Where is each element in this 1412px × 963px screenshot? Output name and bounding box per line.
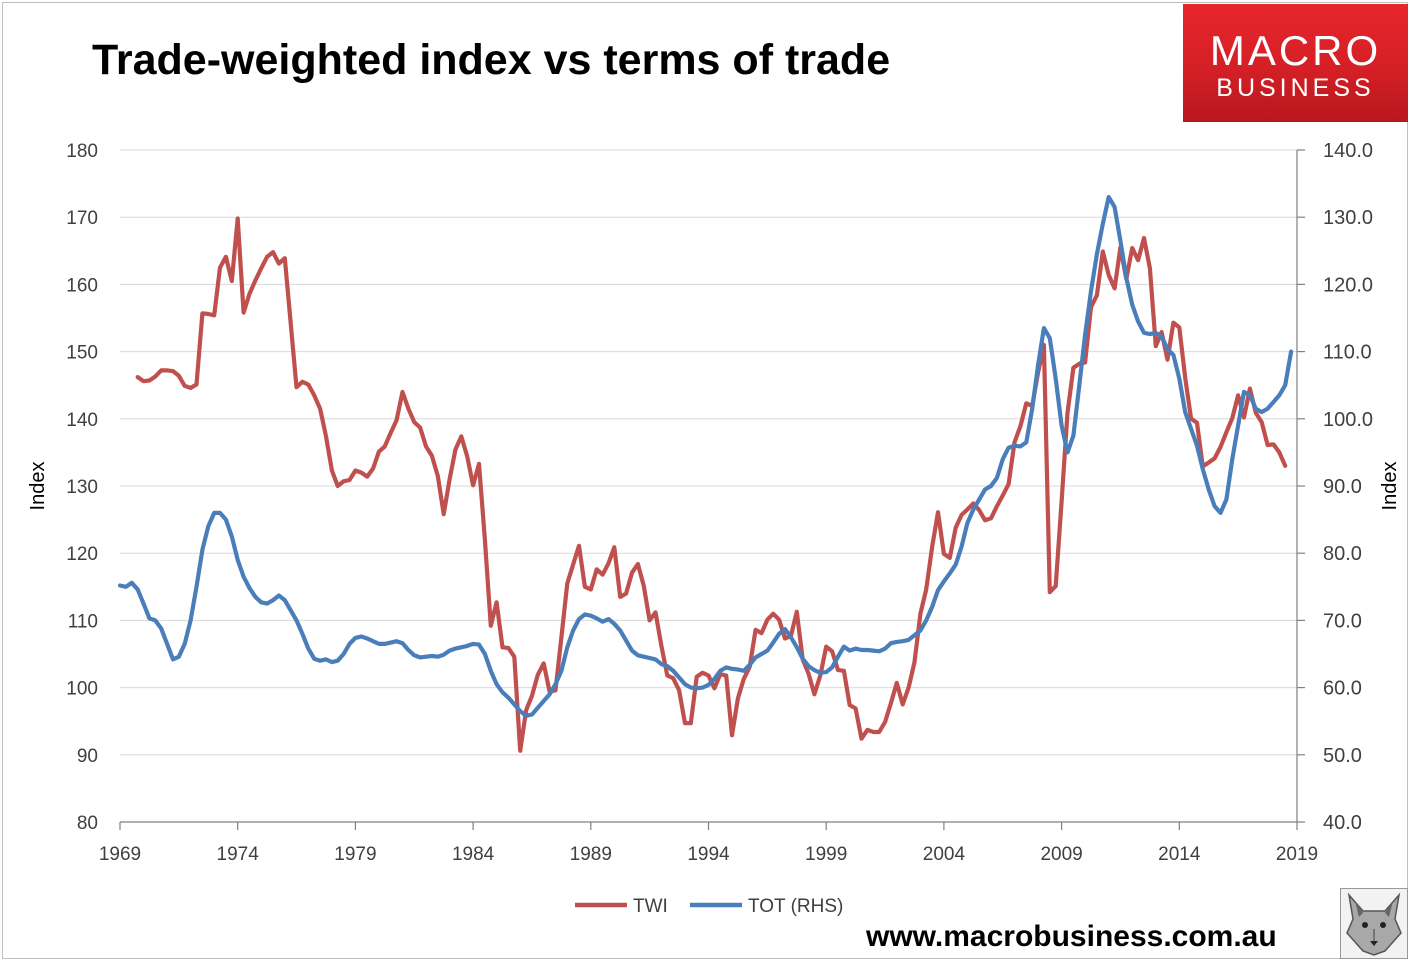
y-axis-label-right: Index	[1379, 462, 1401, 511]
y-tick-label: 90	[77, 746, 98, 767]
y-tick-label: 150	[66, 343, 98, 364]
y2-tick-label: 60.0	[1323, 678, 1362, 700]
legend: TWI TOT (RHS)	[575, 896, 843, 917]
axes: 80 90 100 110 120 130 140 150 160 170 180 40.0 50.0 6…	[66, 140, 1373, 865]
y2-tick-label: 120.0	[1323, 274, 1373, 296]
y-tick-label: 80	[77, 813, 98, 834]
x-tick-label: 1969	[99, 844, 141, 865]
y-tick-label: 170	[66, 208, 98, 229]
chart-title: Trade-weighted index vs terms of trade	[92, 36, 891, 84]
y-tick-label: 130	[66, 477, 98, 498]
y2-tick-label: 50.0	[1323, 745, 1362, 767]
legend-label: TWI	[633, 896, 668, 917]
y-tick-label: 110	[68, 611, 98, 632]
y-tick-label: 100	[66, 679, 98, 700]
y-tick-label: 180	[66, 141, 98, 162]
x-tick-label: 1994	[687, 844, 730, 865]
y2-tick-label: 110.0	[1323, 342, 1372, 364]
y2-tick-label: 130.0	[1323, 207, 1373, 229]
y2-tick-label: 100.0	[1323, 409, 1373, 431]
legend-label: TOT (RHS)	[748, 896, 843, 917]
series-line-twi	[135, 216, 1288, 753]
y2-tick-label: 80.0	[1323, 543, 1362, 565]
y2-tick-label: 40.0	[1323, 812, 1362, 834]
x-tick-label: 2014	[1158, 844, 1201, 865]
macrobusiness-logo: MACRO BUSINESS	[1183, 4, 1408, 122]
x-tick-label: 1989	[570, 844, 612, 865]
y-axis-label-left: Index	[27, 462, 49, 511]
y2-tick-label: 90.0	[1323, 476, 1362, 498]
series-layer	[117, 194, 1294, 753]
x-tick-label: 1999	[805, 844, 847, 865]
x-tick-label: 2004	[923, 844, 966, 865]
gridlines	[120, 149, 1297, 756]
x-tick-label: 1984	[452, 844, 495, 865]
y2-tick-label: 140.0	[1323, 140, 1373, 162]
logo-line-macro: MACRO	[1209, 27, 1382, 74]
x-tick-label: 2009	[1040, 844, 1082, 865]
series-line-tot-rhs	[117, 194, 1294, 718]
y-tick-label: 160	[66, 275, 98, 296]
website-url[interactable]: www.macrobusiness.com.au	[866, 920, 1277, 953]
wolf-head-icon	[1340, 888, 1408, 959]
y-tick-label: 120	[66, 544, 98, 565]
x-tick-label: 1974	[217, 844, 260, 865]
x-tick-label: 2019	[1276, 844, 1318, 865]
y-tick-label: 140	[66, 410, 98, 431]
logo-line-business: BUSINESS	[1216, 74, 1375, 102]
x-tick-label: 1979	[334, 844, 376, 865]
y2-tick-label: 70.0	[1323, 610, 1362, 632]
